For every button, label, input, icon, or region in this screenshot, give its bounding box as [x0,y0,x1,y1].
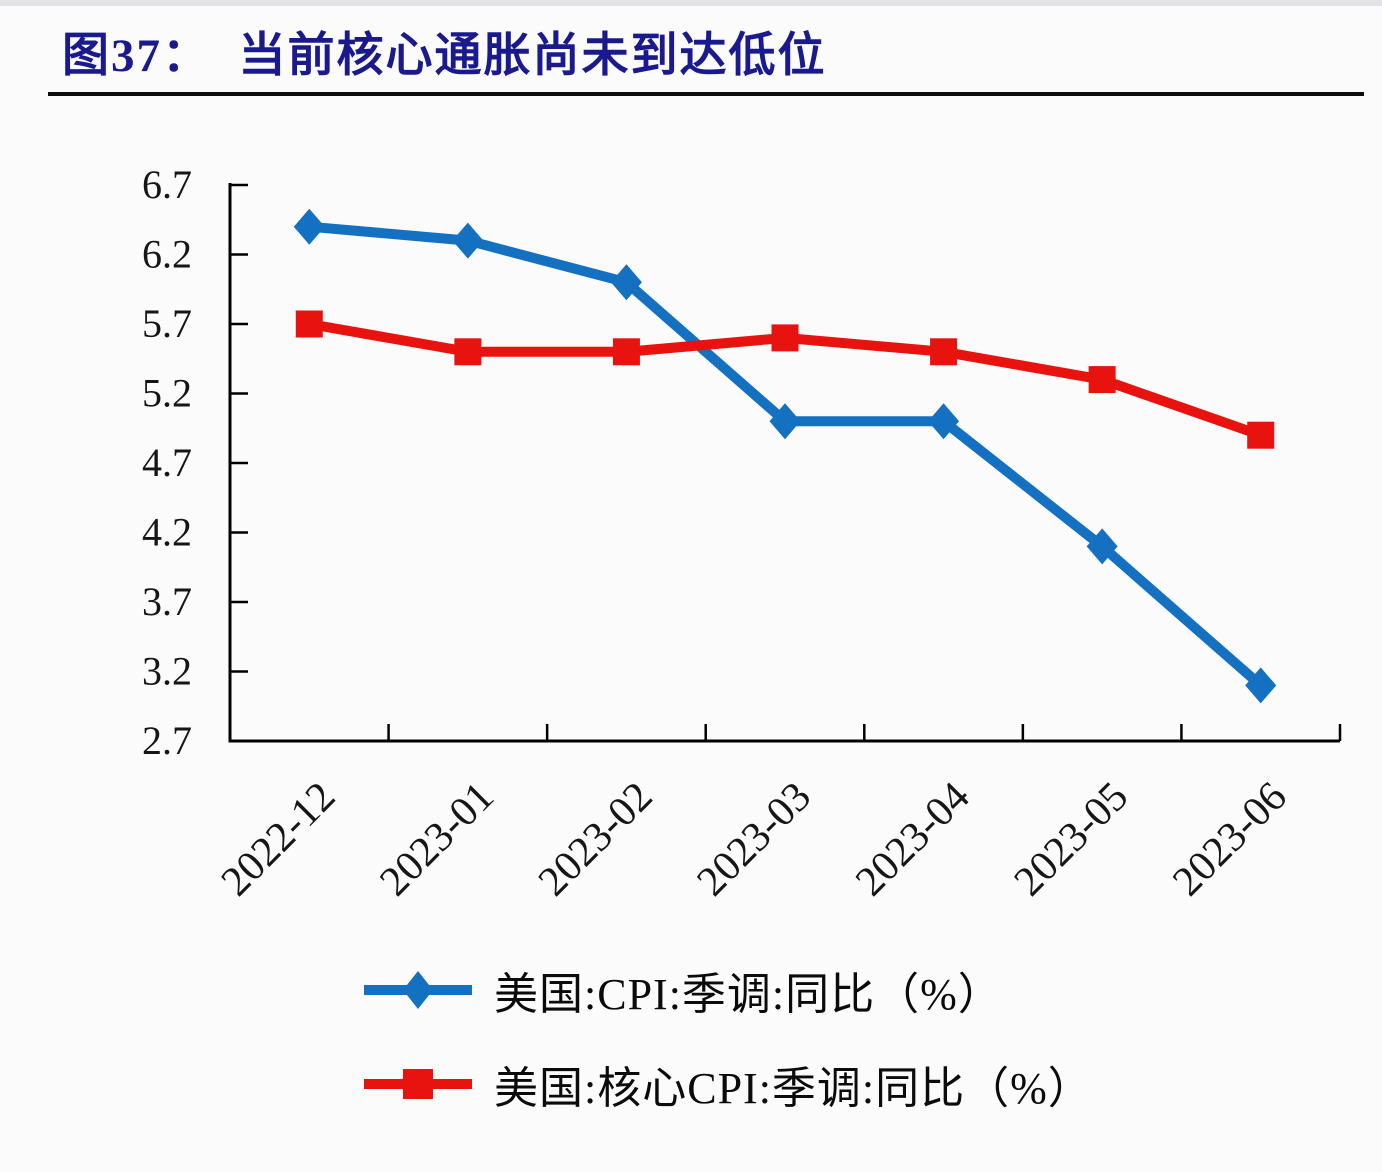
x-tick-label: 2023-01 [371,774,503,906]
y-tick-label: 6.2 [142,232,192,277]
data-point-square [1088,366,1116,394]
legend-diamond-icon [403,971,433,1009]
x-tick-label: 2023-02 [530,774,662,906]
legend-label-core-cpi: 美国:核心CPI:季调:同比（%） [494,1064,1093,1113]
x-tick-label: 2023-04 [847,774,979,906]
y-tick-label: 6.7 [142,162,192,207]
data-point-diamond [293,208,325,245]
legend-square-icon [403,1069,433,1099]
data-point-square [771,324,799,352]
y-tick-label: 5.2 [142,371,192,416]
legend-marker-core-cpi-line-square [364,1069,472,1099]
y-tick-label: 2.7 [142,718,192,763]
data-point-diamond [1086,528,1118,565]
y-tick-label: 4.7 [142,440,192,485]
data-point-square [612,338,640,366]
x-tick-label: 2023-03 [689,774,821,906]
data-point-diamond [452,222,484,259]
data-point-square [1247,421,1275,449]
y-tick-label: 4.2 [142,510,192,555]
y-tick-label: 3.7 [142,579,192,624]
legend-marker-cpi-line-diamond [364,971,472,1009]
data-point-diamond [928,403,960,440]
data-point-diamond [769,403,801,440]
legend-item-core-cpi: 美国:核心CPI:季调:同比（%） [362,1052,1093,1116]
data-point-square [454,338,482,366]
x-tick-label: 2023-05 [1006,774,1138,906]
data-point-square [295,310,323,338]
x-tick-label: 2023-06 [1164,774,1296,906]
data-point-diamond [1245,667,1277,704]
chart-legend: 美国:CPI:季调:同比（%） 美国:核心CPI:季调:同比（%） [362,958,1093,1116]
y-tick-label: 5.7 [142,301,192,346]
title-divider-rule [48,92,1364,96]
data-point-diamond [610,264,642,301]
data-point-square [930,338,958,366]
series-line-0 [308,221,1265,690]
x-tick-label: 2022-12 [213,774,345,906]
figure-title: 图37： 当前核心通胀尚未到达低位 [62,30,827,82]
legend-label-cpi: 美国:CPI:季调:同比（%） [494,970,1003,1019]
legend-item-cpi: 美国:CPI:季调:同比（%） [362,958,1093,1022]
y-tick-label: 3.2 [142,649,192,694]
